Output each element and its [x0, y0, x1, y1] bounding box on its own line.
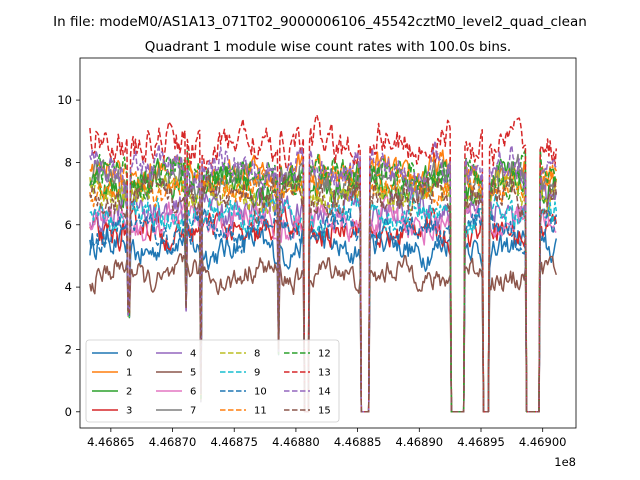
- legend-label-8: 8: [254, 349, 260, 360]
- x-tick-label: 4.46870: [149, 435, 197, 449]
- x-tick-label: 4.46885: [334, 435, 382, 449]
- legend-label-9: 9: [254, 368, 260, 379]
- y-axis: 0 2 4 6 8 10: [57, 93, 80, 419]
- legend-label-3: 3: [126, 406, 132, 417]
- legend-label-5: 5: [190, 368, 196, 379]
- series-line-10: [89, 207, 558, 413]
- legend-label-0: 0: [126, 349, 132, 360]
- legend-label-10: 10: [254, 387, 267, 398]
- x-tick-label: 4.46880: [272, 435, 320, 449]
- x-tick-label: 4.46895: [457, 435, 505, 449]
- y-tick-label: 6: [65, 218, 72, 232]
- legend-label-14: 14: [318, 387, 331, 398]
- x-axis: 4.46865 4.46870 4.46875 4.46880 4.46885 4.468…: [87, 428, 566, 449]
- legend-label-7: 7: [190, 406, 196, 417]
- y-tick-label: 4: [65, 280, 72, 294]
- x-tick-label: 4.46890: [396, 435, 444, 449]
- legend-label-6: 6: [190, 387, 196, 398]
- series-line-12: [89, 148, 558, 413]
- x-tick-label: 4.46875: [210, 435, 258, 449]
- series-line-13: [89, 114, 558, 413]
- legend-label-12: 12: [318, 349, 331, 360]
- legend-label-11: 11: [254, 406, 267, 417]
- x-tick-label: 4.46900: [519, 435, 567, 449]
- axes-frame: [79, 57, 577, 429]
- y-tick-label: 8: [65, 155, 72, 169]
- y-tick-label: 2: [65, 342, 72, 356]
- y-tick-label: 0: [65, 405, 72, 419]
- chart-suptitle: In file: modeM0/AS1A13_071T02_9000006106…: [53, 14, 587, 30]
- series-line-15: [89, 169, 558, 413]
- series-line-5: [89, 253, 558, 413]
- legend-box: [85, 339, 340, 423]
- x-offset-label: 1e8: [554, 455, 576, 469]
- series-line-4: [89, 184, 558, 413]
- x-tick-label: 4.46865: [87, 435, 135, 449]
- chart-title: Quadrant 1 module wise count rates with …: [145, 39, 511, 55]
- plot-area: [89, 114, 558, 413]
- series-line-11: [89, 160, 558, 413]
- series-line-14: [89, 140, 557, 413]
- y-tick-label: 10: [57, 93, 72, 107]
- legend-label-4: 4: [190, 349, 196, 360]
- legend-label-1: 1: [126, 368, 132, 379]
- legend-label-13: 13: [318, 368, 331, 379]
- legend-label-2: 2: [126, 387, 132, 398]
- legend-label-15: 15: [318, 406, 331, 417]
